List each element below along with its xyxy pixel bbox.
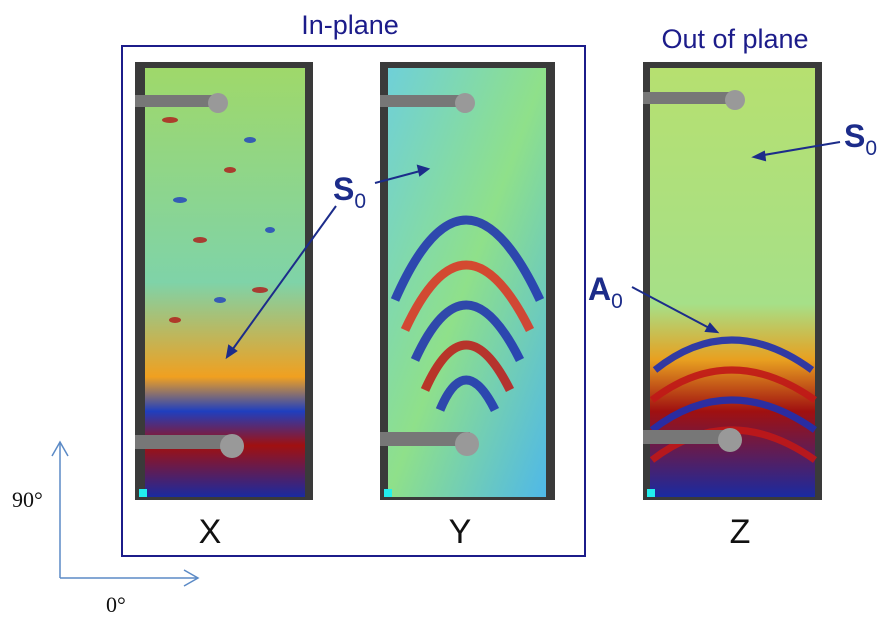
- heading: In-plane: [301, 10, 399, 40]
- annotation: S0: [333, 171, 366, 213]
- panel-label: X: [199, 513, 222, 551]
- annotation: A0: [588, 271, 623, 313]
- panel-label: Z: [730, 513, 751, 551]
- panel-y-image: [380, 62, 555, 500]
- axis-label: 0°: [106, 592, 126, 617]
- axis-label: 90°: [12, 487, 43, 512]
- panel-label: Y: [449, 513, 472, 551]
- panel-z-image: [643, 62, 822, 500]
- panel-x-image: [135, 62, 313, 500]
- figure: In-plane Out of plane: [0, 0, 889, 617]
- annotation: S0: [844, 118, 877, 160]
- heading: Out of plane: [661, 24, 808, 54]
